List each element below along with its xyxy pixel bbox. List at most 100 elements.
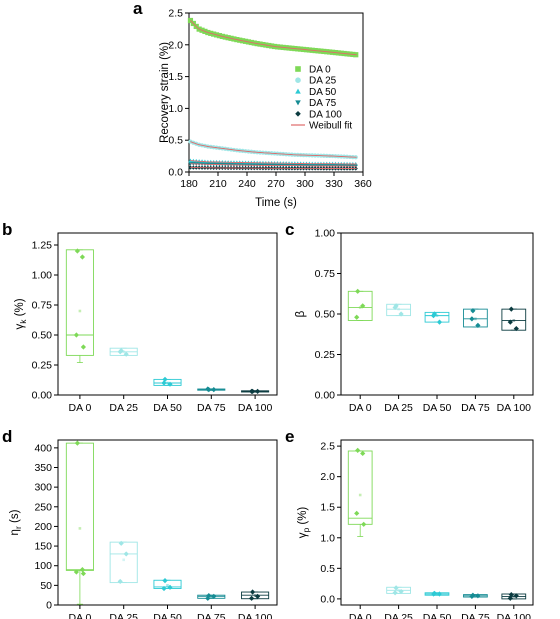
data-point <box>161 585 167 592</box>
legend-label: DA 25 <box>309 76 337 87</box>
legend-label: DA 0 <box>309 65 331 76</box>
y-tick-label-e: 0.5 <box>320 563 335 575</box>
legend-swatch <box>295 88 301 94</box>
x-tick-label-a: 180 <box>180 178 198 190</box>
box-mean <box>166 584 169 587</box>
x-tick-label-d: DA 0 <box>69 612 92 619</box>
box-da-50 <box>424 590 450 597</box>
y-tick-label-c: 0.00 <box>315 390 336 402</box>
data-point <box>161 380 167 386</box>
data-point <box>74 440 80 446</box>
data-point <box>205 595 211 601</box>
box-da-75 <box>463 308 488 328</box>
data-point <box>436 591 443 597</box>
x-tick-label-d: DA 75 <box>197 612 226 619</box>
x-tick-label-c: DA 100 <box>497 402 532 414</box>
y-tick-label-a: 2.0 <box>168 39 183 51</box>
data-point <box>430 313 437 319</box>
y-tick-label-e: 0.0 <box>320 593 335 605</box>
y-tick-label-e: 2.5 <box>320 441 335 453</box>
data-point <box>74 248 80 254</box>
x-tick-label-d: DA 25 <box>109 612 138 619</box>
data-point <box>73 332 79 338</box>
x-tick-label-c: DA 50 <box>423 402 452 414</box>
data-point <box>355 288 361 294</box>
y-axis-label-e: γp (%) <box>297 507 311 539</box>
y-tick-label-b: 0.25 <box>32 360 53 372</box>
series-da-100 <box>188 165 358 171</box>
data-point <box>360 303 366 309</box>
box-iqr <box>65 442 94 571</box>
box-da-0 <box>65 440 94 605</box>
weibull-fit-line <box>190 167 357 170</box>
box-da-0 <box>347 288 373 321</box>
box-iqr <box>424 311 450 323</box>
x-tick-label-d: DA 50 <box>153 612 182 619</box>
weibull-fit-line <box>190 160 357 165</box>
legend-swatch <box>295 77 301 83</box>
panel-letter-a: a <box>133 0 143 18</box>
data-point <box>73 569 79 575</box>
data-point <box>162 578 168 584</box>
y-tick-label-b: 0.00 <box>32 390 53 402</box>
y-tick-label-c: 1.00 <box>315 228 336 240</box>
y-tick-label-a: 1.0 <box>168 103 183 115</box>
weibull-fit-line <box>190 141 357 158</box>
box-mean <box>512 595 516 598</box>
panel-letter-d: d <box>2 427 12 446</box>
x-tick-label-c: DA 75 <box>461 402 490 414</box>
data-point <box>507 319 513 325</box>
box-da-100 <box>241 589 270 601</box>
weibull-fit-line <box>190 20 357 56</box>
data-point <box>361 521 367 527</box>
box-mean <box>78 309 82 313</box>
legend-swatch <box>295 100 301 106</box>
box-mean <box>253 594 257 597</box>
box-da-50 <box>153 578 182 592</box>
box-iqr <box>463 308 488 328</box>
y-tick-label-d: 100 <box>34 560 52 572</box>
data-point <box>398 311 404 317</box>
data-point <box>393 585 399 591</box>
box-da-75 <box>463 592 488 600</box>
data-point <box>393 303 399 309</box>
y-tick-label-a: 0.0 <box>168 167 183 179</box>
box-da-50 <box>424 311 450 325</box>
x-tick-label-a: 240 <box>238 178 256 190</box>
y-tick-label-a: 1.5 <box>168 71 183 83</box>
panel-d-chart: 0 50 100 150 200 250 300 350 400 ηr (s) DA 0 DA 25 D… <box>9 439 278 619</box>
data-point <box>123 351 129 357</box>
box-mean <box>512 319 516 322</box>
data-point <box>250 589 256 595</box>
x-tick-label-e: DA 75 <box>461 612 490 619</box>
x-tick-label-c: DA 0 <box>349 402 372 414</box>
box-mean <box>474 317 477 321</box>
y-tick-label-e: 1.0 <box>320 532 335 544</box>
box-mean <box>435 314 439 317</box>
box-mean <box>358 493 362 497</box>
legend-label: DA 50 <box>309 87 337 98</box>
y-tick-label-a: 2.5 <box>168 8 183 20</box>
data-point <box>117 349 123 355</box>
data-point <box>430 591 437 597</box>
data-point <box>80 344 86 350</box>
box-mean <box>397 589 400 592</box>
box-da-25 <box>109 347 138 357</box>
series-da-0 <box>187 17 359 58</box>
x-tick-label-e: DA 100 <box>497 612 532 619</box>
data-point <box>79 567 85 573</box>
x-tick-label-b: DA 25 <box>109 402 138 414</box>
data-point <box>249 388 255 394</box>
data-point <box>211 387 217 393</box>
y-tick-label-d: 250 <box>34 501 52 513</box>
y-tick-label-a: 0.5 <box>168 135 183 147</box>
panel-c-chart: 0.00 0.25 0.50 0.75 1.00 β DA 0 DA 25 DA 50 DA 75… <box>295 228 534 414</box>
box-iqr <box>347 450 373 525</box>
x-tick-label-e: DA 25 <box>384 612 413 619</box>
box-da-25 <box>386 585 411 596</box>
data-point <box>508 306 514 312</box>
box-mean <box>210 595 213 599</box>
x-tick-label-a: 330 <box>325 178 343 190</box>
y-tick-label-d: 200 <box>34 521 52 533</box>
